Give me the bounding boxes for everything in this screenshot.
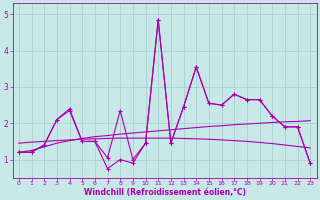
X-axis label: Windchill (Refroidissement éolien,°C): Windchill (Refroidissement éolien,°C): [84, 188, 245, 197]
